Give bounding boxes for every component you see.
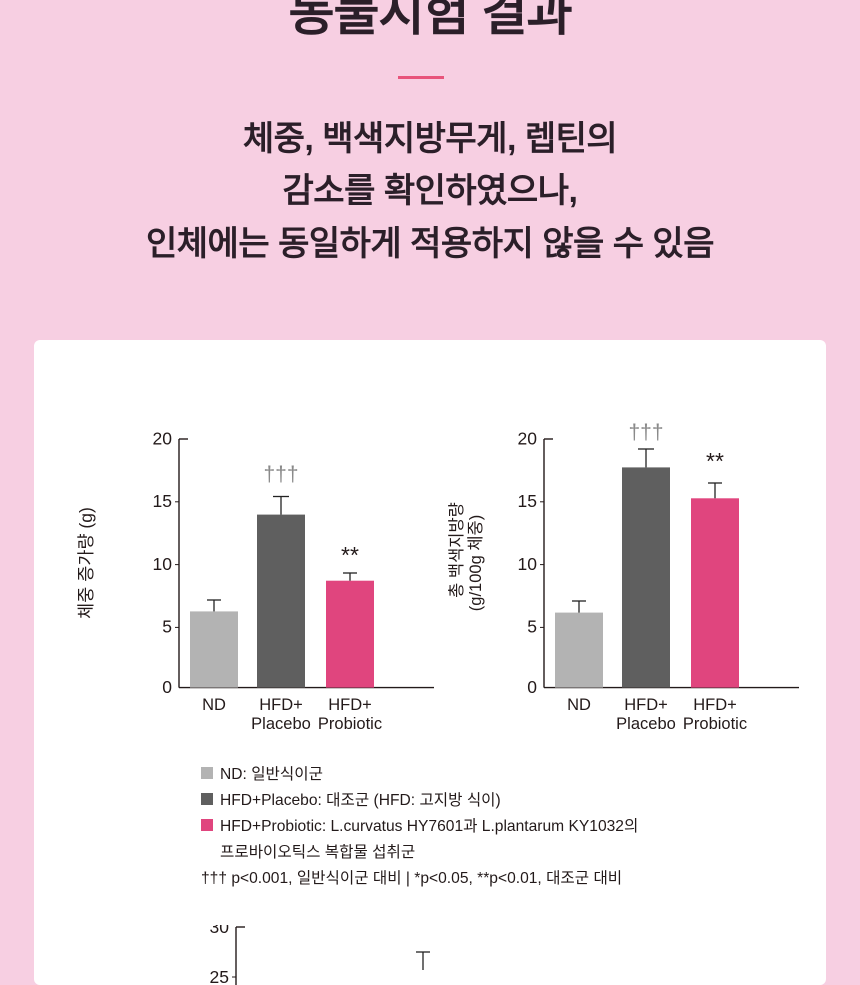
svg-text:Placebo: Placebo bbox=[616, 715, 676, 733]
svg-text:HFD+: HFD+ bbox=[328, 696, 372, 714]
svg-text:5: 5 bbox=[527, 617, 537, 637]
svg-text:15: 15 bbox=[153, 491, 172, 511]
svg-text:HFD+: HFD+ bbox=[624, 696, 668, 714]
svg-text:(g/100g 체중): (g/100g 체중) bbox=[466, 515, 485, 611]
svg-text:**: ** bbox=[706, 448, 724, 474]
svg-text:ND: ND bbox=[202, 696, 226, 714]
svg-text:Probiotic: Probiotic bbox=[318, 715, 382, 733]
svg-text:ND: ND bbox=[567, 696, 591, 714]
svg-text:5: 5 bbox=[162, 617, 172, 637]
svg-text:0: 0 bbox=[162, 677, 172, 697]
svg-text:†††: ††† bbox=[628, 421, 663, 444]
svg-text:25: 25 bbox=[210, 967, 229, 985]
svg-text:15: 15 bbox=[518, 491, 537, 511]
svg-text:**: ** bbox=[341, 542, 359, 568]
svg-text:총 백색지방량: 총 백색지방량 bbox=[447, 502, 466, 598]
svg-text:30: 30 bbox=[210, 925, 230, 937]
svg-text:10: 10 bbox=[518, 554, 538, 574]
svg-text:10: 10 bbox=[153, 554, 173, 574]
svg-text:Probiotic: Probiotic bbox=[683, 715, 747, 733]
svg-text:HFD+: HFD+ bbox=[259, 696, 303, 714]
svg-text:체중 증가량 (g): 체중 증가량 (g) bbox=[76, 507, 96, 619]
svg-text:0: 0 bbox=[527, 677, 537, 697]
svg-text:HFD+: HFD+ bbox=[693, 696, 737, 714]
svg-text:†††: ††† bbox=[263, 463, 298, 486]
svg-text:20: 20 bbox=[518, 429, 538, 449]
svg-text:Placebo: Placebo bbox=[251, 715, 311, 733]
svg-text:20: 20 bbox=[153, 429, 173, 449]
